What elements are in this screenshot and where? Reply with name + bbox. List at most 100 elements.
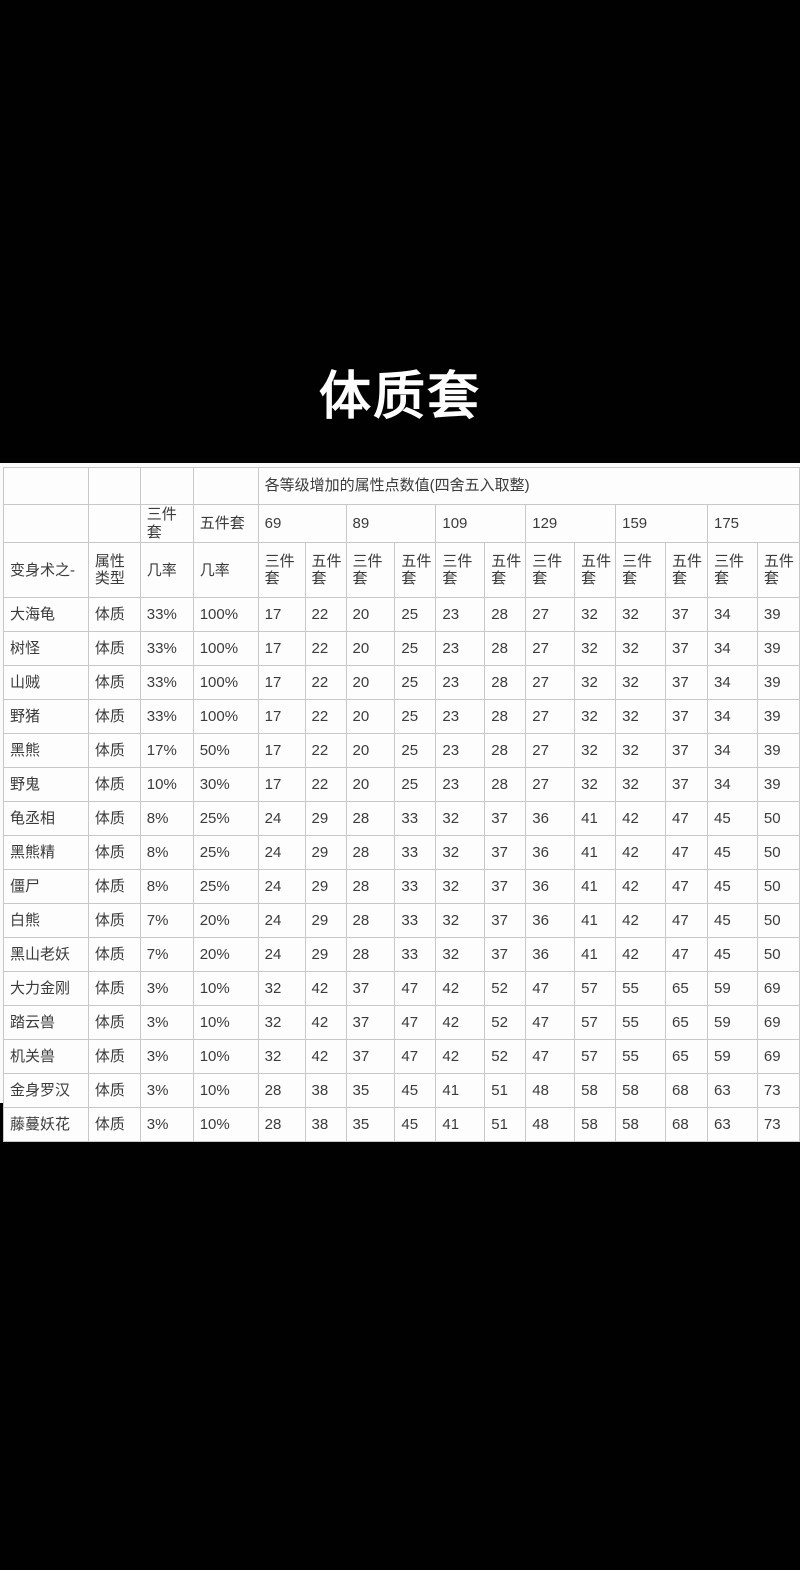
rate5-cell: 100% xyxy=(192,631,259,667)
value-cell: 37 xyxy=(484,903,527,939)
rate3-cell: 10% xyxy=(139,767,194,803)
value-cell: 59 xyxy=(707,1039,758,1075)
monster-name-cell: 龟丞相 xyxy=(3,801,89,837)
rate-set3-header: 三件套 xyxy=(139,503,194,544)
value-cell: 52 xyxy=(484,1005,527,1041)
value-cell: 37 xyxy=(665,733,708,769)
value-cell: 41 xyxy=(574,801,617,837)
rate5-cell: 30% xyxy=(192,767,259,803)
value-cell: 45 xyxy=(394,1073,437,1109)
stats-table: 各等级增加的属性点数值(四舍五入取整) 三件套 五件套 69 89 109 129 159 17… xyxy=(3,467,800,1143)
value-cell: 23 xyxy=(435,733,486,769)
value-cell: 28 xyxy=(345,801,396,837)
value-cell: 52 xyxy=(484,971,527,1007)
value-cell: 69 xyxy=(756,1039,800,1075)
subcol-header-set5: 五件套 xyxy=(394,542,437,599)
monster-name-cell: 黑熊精 xyxy=(3,835,89,871)
value-cell: 45 xyxy=(707,903,758,939)
header-spacer-cell xyxy=(3,503,89,544)
value-cell: 37 xyxy=(665,597,708,633)
monster-name-cell: 白熊 xyxy=(3,903,89,939)
attr-type-cell: 体质 xyxy=(87,631,141,667)
rate3-cell: 7% xyxy=(139,903,194,939)
value-cell: 37 xyxy=(665,665,708,701)
value-cell: 37 xyxy=(345,1005,396,1041)
value-cell: 32 xyxy=(435,801,486,837)
value-cell: 35 xyxy=(345,1073,396,1109)
value-cell: 33 xyxy=(394,869,437,905)
value-cell: 47 xyxy=(394,1039,437,1075)
value-cell: 37 xyxy=(345,971,396,1007)
rate5-cell: 100% xyxy=(192,665,259,701)
value-cell: 20 xyxy=(345,631,396,667)
value-cell: 27 xyxy=(525,699,576,735)
monster-name-cell: 山贼 xyxy=(3,665,89,701)
monster-name-cell: 机关兽 xyxy=(3,1039,89,1075)
value-cell: 65 xyxy=(665,1005,708,1041)
value-cell: 50 xyxy=(756,801,800,837)
value-cell: 29 xyxy=(304,801,347,837)
rate5-cell: 25% xyxy=(192,801,259,837)
table-row: 野猪 体质 33% 100% 17 22 20 25 23 28 27 32 32 37 34 39 xyxy=(3,699,800,735)
value-cell: 39 xyxy=(756,631,800,667)
rate3-cell: 8% xyxy=(139,835,194,871)
value-cell: 20 xyxy=(345,767,396,803)
value-cell: 41 xyxy=(574,869,617,905)
value-cell: 47 xyxy=(665,903,708,939)
bottom-letterbox xyxy=(0,1103,800,1570)
attr-type-cell: 体质 xyxy=(87,801,141,837)
value-cell: 52 xyxy=(484,1039,527,1075)
value-cell: 28 xyxy=(257,1073,306,1109)
value-cell: 37 xyxy=(484,835,527,871)
value-cell: 32 xyxy=(574,631,617,667)
rate5-cell: 100% xyxy=(192,699,259,735)
value-cell: 36 xyxy=(525,937,576,973)
table-row: 野鬼 体质 10% 30% 17 22 20 25 23 28 27 32 32 37 34 39 xyxy=(3,767,800,803)
value-cell: 33 xyxy=(394,937,437,973)
attr-type-cell: 体质 xyxy=(87,733,141,769)
value-cell: 37 xyxy=(484,869,527,905)
table-row: 金身罗汉 体质 3% 10% 28 38 35 45 41 51 48 58 58 68 63 73 xyxy=(3,1073,800,1109)
value-cell: 28 xyxy=(484,597,527,633)
value-cell: 28 xyxy=(484,767,527,803)
value-cell: 47 xyxy=(665,835,708,871)
rate3-cell: 3% xyxy=(139,971,194,1007)
value-cell: 47 xyxy=(665,937,708,973)
value-cell: 57 xyxy=(574,1039,617,1075)
value-cell: 27 xyxy=(525,665,576,701)
value-cell: 23 xyxy=(435,631,486,667)
value-cell: 32 xyxy=(574,733,617,769)
value-cell: 17 xyxy=(257,597,306,633)
value-cell: 48 xyxy=(525,1107,576,1143)
rate3-cell: 8% xyxy=(139,869,194,905)
table-row: 黑山老妖 体质 7% 20% 24 29 28 33 32 37 36 41 42 47 45 50 xyxy=(3,937,800,973)
value-cell: 32 xyxy=(615,767,667,803)
value-cell: 17 xyxy=(257,733,306,769)
value-cell: 42 xyxy=(615,937,667,973)
subcol-header-set3: 三件套 xyxy=(525,542,576,599)
value-cell: 39 xyxy=(756,767,800,803)
monster-name-cell: 黑山老妖 xyxy=(3,937,89,973)
table-row: 僵尸 体质 8% 25% 24 29 28 33 32 37 36 41 42 47 45 50 xyxy=(3,869,800,905)
value-cell: 20 xyxy=(345,699,396,735)
value-cell: 37 xyxy=(665,767,708,803)
value-cell: 73 xyxy=(756,1073,800,1109)
value-cell: 47 xyxy=(665,869,708,905)
header-spacer-cell xyxy=(139,467,194,505)
monster-name-cell: 野鬼 xyxy=(3,767,89,803)
subcol-header-set5: 五件套 xyxy=(756,542,800,599)
value-cell: 25 xyxy=(394,597,437,633)
value-cell: 65 xyxy=(665,971,708,1007)
rate-set5-header: 五件套 xyxy=(192,503,259,544)
value-cell: 73 xyxy=(756,1107,800,1143)
value-cell: 20 xyxy=(345,733,396,769)
value-cell: 45 xyxy=(707,937,758,973)
value-cell: 25 xyxy=(394,631,437,667)
value-cell: 32 xyxy=(574,597,617,633)
value-cell: 29 xyxy=(304,903,347,939)
subcol-header-set5: 五件套 xyxy=(574,542,617,599)
attr-type-cell: 体质 xyxy=(87,869,141,905)
col-header-name: 变身术之- xyxy=(3,542,89,599)
value-cell: 33 xyxy=(394,801,437,837)
value-cell: 50 xyxy=(756,903,800,939)
